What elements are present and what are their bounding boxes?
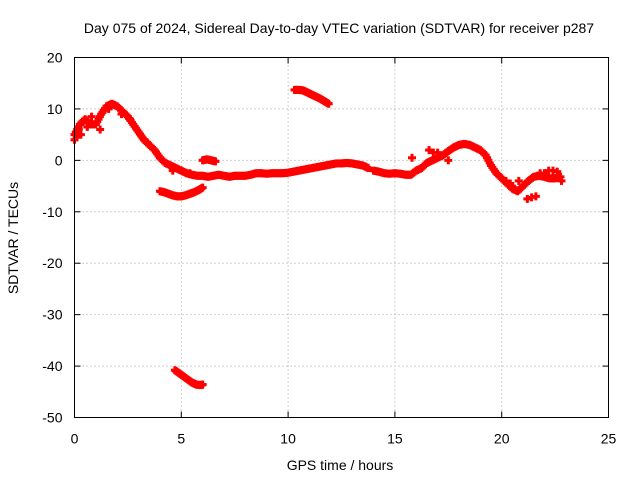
grid (74, 57, 609, 418)
x-tick-label: 5 (177, 431, 185, 447)
axis-ticks: 0 5 10 15 20 25 20 10 0 -10 -20 -30 -40 -50 (42, 50, 616, 447)
data-point (185, 169, 194, 178)
data-point (407, 153, 416, 162)
data-point (74, 125, 83, 134)
x-tick-label: 10 (280, 431, 296, 447)
data-point (126, 115, 135, 124)
data-point (79, 117, 88, 126)
data-point (211, 157, 220, 166)
data-points (70, 85, 566, 390)
data-point (425, 146, 434, 155)
y-tick-label: -20 (42, 255, 62, 271)
y-tick-label: 0 (55, 152, 63, 168)
data-point (501, 176, 510, 185)
data-point (514, 176, 523, 185)
y-axis-title: SDTVAR / TECUs (5, 182, 21, 294)
x-axis-title: GPS time / hours (287, 457, 394, 473)
data-point (168, 166, 177, 175)
data-point (76, 130, 85, 139)
data-point (510, 184, 519, 193)
data-point (364, 164, 373, 173)
data-point (506, 179, 515, 188)
data-point (198, 183, 207, 192)
data-point (444, 156, 453, 165)
data-point (117, 110, 126, 119)
data-point (87, 112, 96, 121)
y-tick-label: -50 (42, 410, 62, 426)
data-point (523, 194, 532, 203)
y-tick-label: -10 (42, 204, 62, 220)
data-point (553, 167, 562, 176)
x-tick-label: 20 (494, 431, 510, 447)
x-tick-label: 0 (71, 431, 79, 447)
data-point (198, 380, 207, 389)
data-point (540, 169, 549, 178)
data-point (72, 133, 81, 142)
y-tick-label: -30 (42, 307, 62, 323)
plot-frame (74, 57, 609, 418)
data-point (433, 148, 442, 157)
data-point (143, 138, 152, 147)
x-tick-label: 15 (387, 431, 403, 447)
data-point (324, 99, 333, 108)
data-point (557, 176, 566, 185)
data-point (83, 122, 92, 131)
chart-title: Day 075 of 2024, Sidereal Day-to-day VTE… (84, 20, 594, 36)
data-point (96, 125, 105, 134)
y-tick-label: 10 (47, 101, 63, 117)
y-tick-label: -40 (42, 358, 62, 374)
data-point (104, 104, 113, 113)
y-tick-label: 20 (47, 50, 63, 66)
x-tick-label: 25 (601, 431, 617, 447)
data-point (531, 192, 540, 201)
